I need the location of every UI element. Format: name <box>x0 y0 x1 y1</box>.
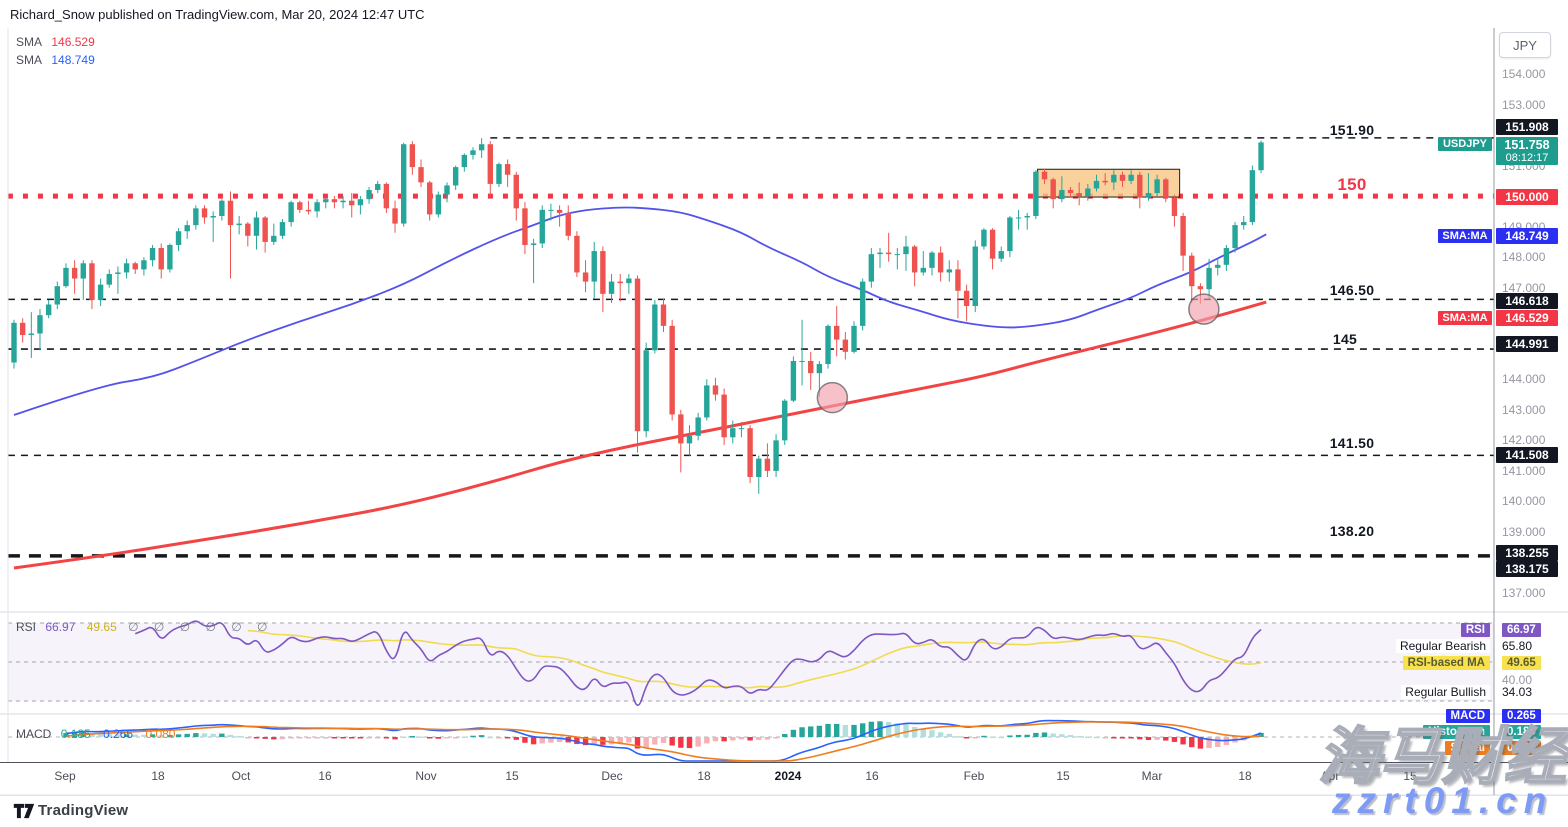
time-axis-label: Dec <box>601 769 623 783</box>
macd-axis-value: 0.265 <box>1502 709 1541 723</box>
sma-slow-line <box>13 300 1267 570</box>
price-tick: 139.000 <box>1502 525 1546 539</box>
macd-hist-value: 0.185 <box>60 727 91 741</box>
macd-signal-value: 0.080 <box>145 727 176 741</box>
tradingview-brand-link[interactable]: TradingView <box>38 802 129 819</box>
macd-axis-left-label: Signal <box>1445 741 1490 755</box>
price-badge: 146.618 <box>1496 293 1558 309</box>
rsi-axis-value: 65.80 <box>1502 639 1533 653</box>
level-price-label: 150 <box>1337 175 1367 194</box>
macd-legend-title: MACD <box>16 727 52 741</box>
last-price-badge: 151.758 08:12:17 <box>1496 137 1558 165</box>
rsi-axis-left-label: RSI-based MA <box>1402 656 1490 670</box>
price-badge: 148.749 <box>1496 228 1558 244</box>
footer-bar <box>0 795 1568 827</box>
time-axis-label: Feb <box>963 769 985 783</box>
time-axis-label: Oct <box>231 769 251 783</box>
series-name-tag: SMA:MA <box>1438 229 1492 243</box>
price-tick: 147.000 <box>1502 281 1546 295</box>
time-axis-label: 18 <box>1238 769 1252 783</box>
rsi-lines <box>134 620 1262 707</box>
time-axis-label: Apr <box>1320 769 1340 783</box>
level-price-label: 141.50 <box>1329 435 1375 451</box>
rsi-axis-value: 40.00 <box>1502 673 1533 687</box>
price-tick: 154.000 <box>1502 67 1546 81</box>
macd-line-value: 0.265 <box>103 727 134 741</box>
sma1-value: 146.529 <box>51 35 95 49</box>
rsi-legend-value: 66.97 <box>45 620 76 634</box>
time-axis-label: 15 <box>505 769 519 783</box>
time-axis-label: Mar <box>1141 769 1163 783</box>
countdown-timer: 08:12:17 <box>1505 152 1549 164</box>
macd-legend: MACD 0.185 0.265 0.080 <box>16 727 175 741</box>
macd-axis-value: 0.185 <box>1502 725 1541 739</box>
time-axis-label: 15 <box>1403 769 1417 783</box>
publish-header: Richard_Snow published on TradingView.co… <box>10 7 425 22</box>
price-badge: 138.255 <box>1496 545 1558 561</box>
price-tick: 148.000 <box>1502 250 1546 264</box>
time-axis-label: Sep <box>54 769 76 783</box>
rsi-legend-title: RSI <box>16 620 37 634</box>
series-name-tag: SMA:MA <box>1438 311 1492 325</box>
price-badge: 151.908 <box>1496 119 1558 135</box>
time-axis-label: Nov <box>415 769 437 783</box>
rsi-axis-value: 34.03 <box>1502 685 1533 699</box>
level-price-label: 146.50 <box>1329 282 1375 298</box>
rsi-axis-left-label: Regular Bullish <box>1401 685 1490 699</box>
rsi-ma-legend-value: 49.65 <box>86 620 117 634</box>
price-tick: 137.000 <box>1502 586 1546 600</box>
rsi-axis-value: 66.97 <box>1502 623 1541 637</box>
rsi-background-band <box>8 622 1494 738</box>
level-price-label: 138.20 <box>1329 523 1375 539</box>
time-axis-label: 18 <box>151 769 165 783</box>
tradingview-logo-icon <box>13 803 35 819</box>
time-axis-label: 16 <box>318 769 332 783</box>
rsi-axis-value: 49.65 <box>1502 656 1541 670</box>
sma2-label: SMA <box>16 53 43 67</box>
sma-legend-row-1: SMA 146.529 <box>16 35 95 49</box>
rsi-legend: RSI 66.97 49.65 ∅ ∅ ∅ ∅ ∅ ∅ <box>16 620 274 634</box>
rsi-axis-left-label: RSI <box>1460 623 1490 637</box>
price-tick: 144.000 <box>1502 372 1546 386</box>
macd-lines <box>65 719 1262 762</box>
price-badge: 141.508 <box>1496 447 1558 463</box>
level-price-label: 145 <box>1332 331 1358 347</box>
sma1-label: SMA <box>16 35 43 49</box>
sma-fast-line <box>13 206 1267 416</box>
price-tick: 153.000 <box>1502 98 1546 112</box>
level-price-label: 151.90 <box>1329 122 1375 138</box>
time-axis-label: 15 <box>1056 769 1070 783</box>
last-price-value: 151.758 <box>1504 138 1550 152</box>
macd-axis-value: 0.080 <box>1502 741 1541 755</box>
rsi-empty-flags: ∅ ∅ ∅ ∅ ∅ ∅ <box>128 620 274 634</box>
time-axis-label: 18 <box>697 769 711 783</box>
price-badge: 150.000 <box>1496 189 1558 205</box>
price-badge: 144.991 <box>1496 336 1558 352</box>
sma-legend-row-2: SMA 148.749 <box>16 53 95 67</box>
macd-axis-left-label: MACD <box>1445 709 1490 723</box>
sma2-value: 148.749 <box>51 53 95 67</box>
price-tick: 143.000 <box>1502 403 1546 417</box>
price-tick: 140.000 <box>1502 494 1546 508</box>
macd-axis-left-label: Histogram <box>1423 725 1490 739</box>
jpy-currency-button[interactable]: JPY <box>1499 32 1551 58</box>
rsi-axis-left-label: Regular Bearish <box>1395 639 1490 653</box>
time-axis-label: 2024 <box>774 769 802 783</box>
price-badge: 146.529 <box>1496 310 1558 326</box>
price-tick: 142.000 <box>1502 433 1546 447</box>
price-badge: 138.175 <box>1496 561 1558 577</box>
series-name-tag: USDJPY <box>1438 137 1492 151</box>
highlight-circles <box>816 293 1220 414</box>
price-tick: 141.000 <box>1502 464 1546 478</box>
time-axis-label: 16 <box>865 769 879 783</box>
